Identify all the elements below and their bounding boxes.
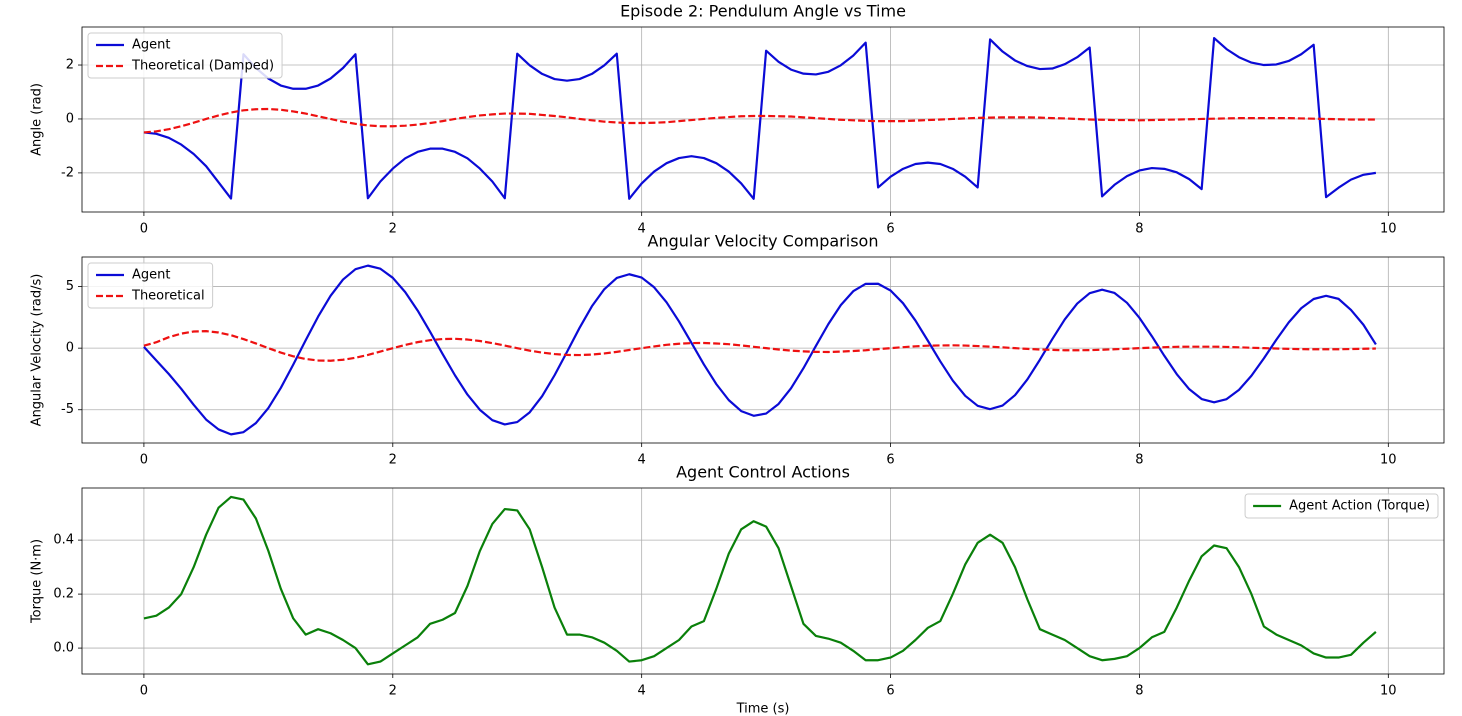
y-tick-label: 0	[66, 341, 74, 356]
chart-title: Angular Velocity Comparison	[648, 232, 879, 251]
legend-label: Agent Action (Torque)	[1289, 499, 1430, 514]
legend: Agent Action (Torque)	[1244, 493, 1439, 519]
x-tick-label: 10	[1380, 684, 1397, 699]
chart-title: Agent Control Actions	[676, 463, 850, 482]
x-tick-label: 6	[886, 222, 894, 237]
chart-title: Episode 2: Pendulum Angle vs Time	[620, 2, 906, 21]
series-line	[143, 107, 1376, 134]
x-tick-label: 8	[1135, 684, 1143, 699]
x-tick-label: 6	[886, 453, 894, 468]
plot-frame	[81, 487, 1445, 675]
subplot: 0 2 4 6 8 10 -2 0 2 Episode 2: Pendulum Angle vs …	[30, 2, 1445, 237]
series-line	[143, 495, 1377, 666]
x-tick-label: 0	[140, 453, 148, 468]
y-tick-label: 0.0	[53, 641, 74, 656]
y-tick-label: 0.2	[53, 587, 74, 602]
x-tick-label: 6	[886, 684, 894, 699]
x-tick-label: 0	[140, 684, 148, 699]
x-tick-label: 10	[1380, 453, 1397, 468]
y-tick-label: 0	[66, 111, 74, 126]
legend-label: Agent	[132, 268, 170, 283]
x-axis-label: Time (s)	[736, 702, 790, 716]
plot-frame	[81, 26, 1445, 213]
legend-label: Theoretical	[131, 289, 205, 304]
legend-box	[1244, 493, 1439, 519]
x-tick-label: 0	[140, 222, 148, 237]
y-tick-label: -2	[61, 165, 74, 180]
series-line	[143, 264, 1377, 436]
series-line	[143, 36, 1377, 200]
series-line	[143, 330, 1376, 362]
subplot: 0 2 4 6 8 10 0.0 0.2 0.4 Agent Control Actions Tor…	[30, 463, 1445, 716]
x-tick-label: 10	[1380, 222, 1397, 237]
x-tick-label: 2	[389, 453, 397, 468]
x-tick-label: 8	[1135, 453, 1143, 468]
legend: Agent Theoretical	[87, 262, 214, 309]
y-tick-label: 2	[66, 58, 74, 73]
x-tick-label: 4	[638, 222, 646, 237]
x-tick-label: 2	[389, 222, 397, 237]
y-tick-label: -5	[61, 402, 74, 417]
x-tick-label: 2	[389, 684, 397, 699]
legend-box	[87, 32, 283, 79]
x-tick-label: 4	[638, 453, 646, 468]
y-axis-label: Torque (N·m)	[30, 539, 45, 624]
y-axis-label: Angular Velocity (rad/s)	[30, 274, 45, 427]
legend-label: Agent	[132, 38, 170, 53]
y-tick-label: 5	[66, 279, 74, 294]
x-tick-label: 8	[1135, 222, 1143, 237]
subplot: 0 2 4 6 8 10 -5 0 5 Angular Velocity Comparison An…	[30, 232, 1445, 468]
legend-label: Theoretical (Damped)	[131, 59, 274, 74]
y-axis-label: Angle (rad)	[30, 83, 45, 156]
x-tick-label: 4	[638, 684, 646, 699]
legend: Agent Theoretical (Damped)	[87, 32, 283, 79]
plot-frame	[81, 256, 1445, 444]
y-tick-label: 0.4	[53, 533, 74, 548]
